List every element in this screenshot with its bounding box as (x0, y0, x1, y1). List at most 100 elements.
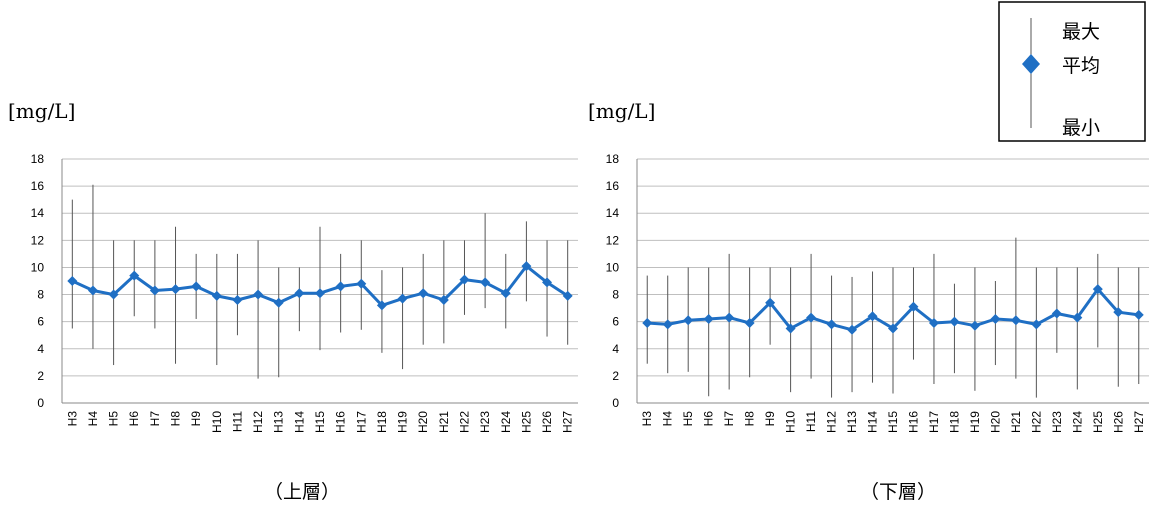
average-point (888, 323, 898, 334)
average-point (990, 313, 1001, 324)
y-tick-label: 18 (606, 152, 620, 166)
average-point (562, 290, 573, 301)
y-ticks-lower: 0 2 4 6 8 10 12 14 16 18 (606, 152, 620, 410)
x-tick-label: H22 (1029, 411, 1043, 433)
y-tick-label: 12 (31, 233, 45, 247)
x-tick-label: H10 (784, 411, 798, 433)
x-tick-label: H19 (968, 411, 982, 433)
average-point (87, 285, 98, 296)
y-tick-label: 8 (612, 288, 619, 302)
average-point (908, 301, 919, 312)
range-lines-upper (71, 184, 569, 379)
x-tick-label: H20 (416, 411, 430, 433)
x-tick-label: H21 (437, 411, 451, 433)
average-point (1010, 315, 1021, 326)
average-point (847, 324, 858, 335)
x-tick-label: H24 (499, 411, 513, 433)
x-tick-label: H27 (561, 411, 575, 433)
x-ticks-lower: H3 H4 H5 H6 H7 H8 H9 H10 H11 H12 H13 H14 H15 H16 H17 H1… (640, 411, 1146, 433)
average-point (480, 277, 491, 288)
y-tick-label: 10 (606, 260, 620, 274)
average-point (170, 284, 181, 295)
x-tick-label: H17 (354, 411, 368, 433)
average-point (928, 318, 939, 329)
average-point (683, 315, 694, 326)
x-tick-label: H4 (661, 411, 675, 427)
x-tick-label: H14 (292, 411, 306, 433)
x-tick-label: H18 (375, 411, 389, 433)
unit-label-upper: [mg/L] (8, 99, 75, 123)
average-point (1133, 309, 1144, 320)
legend: 最大 平均 最小 (998, 1, 1146, 142)
x-tick-label: H18 (947, 411, 961, 433)
x-tick-label: H7 (722, 411, 736, 427)
y-tick-label: 18 (31, 152, 45, 166)
average-point (253, 289, 264, 300)
x-tick-label: H20 (988, 411, 1002, 433)
average-point (765, 297, 776, 308)
subtitle-upper: （上層） (264, 481, 340, 503)
average-point (108, 289, 119, 300)
average-point (703, 313, 714, 324)
y-ticks-upper: 0 2 4 6 8 10 12 14 16 18 (31, 152, 45, 410)
x-tick-label: H26 (1111, 411, 1125, 433)
y-tick-label: 4 (37, 342, 44, 356)
x-tick-label: H5 (107, 411, 121, 427)
y-tick-label: 2 (37, 369, 44, 383)
average-point (662, 319, 673, 330)
average-point (521, 261, 532, 272)
average-point (294, 288, 305, 299)
average-point (129, 270, 140, 281)
x-tick-label: H11 (230, 411, 244, 432)
x-tick-label: H3 (65, 411, 79, 427)
y-tick-label: 10 (31, 260, 45, 274)
legend-avg-label: 平均 (1062, 55, 1100, 77)
average-point (1031, 319, 1042, 330)
subtitle-lower: （下層） (860, 481, 936, 503)
x-tick-label: H25 (519, 411, 533, 433)
average-point (744, 318, 755, 329)
average-point (724, 312, 735, 323)
x-tick-label: H4 (86, 411, 100, 427)
average-point (969, 320, 980, 331)
x-tick-label: H13 (272, 411, 286, 433)
average-point (273, 297, 284, 308)
average-point (867, 311, 878, 322)
x-tick-label: H26 (540, 411, 554, 433)
average-point (232, 294, 243, 305)
average-point (1092, 284, 1103, 295)
y-tick-label: 16 (606, 179, 620, 193)
legend-min-label: 最小 (1062, 117, 1100, 139)
x-tick-label: H11 (804, 411, 818, 432)
x-tick-label: H19 (396, 411, 410, 433)
y-tick-label: 0 (612, 396, 619, 410)
series-lower (642, 284, 1144, 335)
average-point (211, 290, 222, 301)
average-point (438, 294, 449, 305)
x-tick-label: H17 (927, 411, 941, 433)
average-point (500, 288, 511, 299)
average-point (356, 278, 367, 289)
x-tick-label: H16 (334, 411, 348, 433)
y-tick-label: 8 (37, 288, 44, 302)
average-point (149, 285, 160, 296)
x-tick-label: H10 (210, 411, 224, 433)
average-point (1113, 307, 1124, 318)
chart-upper: [mg/L] 0 2 4 6 8 10 12 14 16 18 H3 H4 H5 H6 H7 H8 H9 H10… (8, 99, 578, 503)
x-tick-label: H7 (148, 411, 162, 427)
x-tick-label: H21 (1009, 411, 1023, 433)
x-ticks-upper: H3 H4 H5 H6 H7 H8 H9 H10 H11 H12 H13 H14 H15 H16 H17 H1… (65, 411, 574, 433)
average-point (1072, 312, 1083, 323)
average-point (642, 318, 653, 329)
x-tick-label: H8 (743, 411, 757, 427)
x-tick-label: H9 (763, 411, 777, 427)
x-tick-label: H13 (845, 411, 859, 433)
y-tick-label: 2 (612, 369, 619, 383)
average-point (191, 281, 202, 292)
x-tick-label: H3 (640, 411, 654, 427)
y-tick-label: 4 (612, 342, 619, 356)
average-point (418, 288, 429, 299)
average-point (949, 316, 960, 327)
y-tick-label: 14 (606, 206, 620, 220)
average-point (826, 319, 837, 330)
